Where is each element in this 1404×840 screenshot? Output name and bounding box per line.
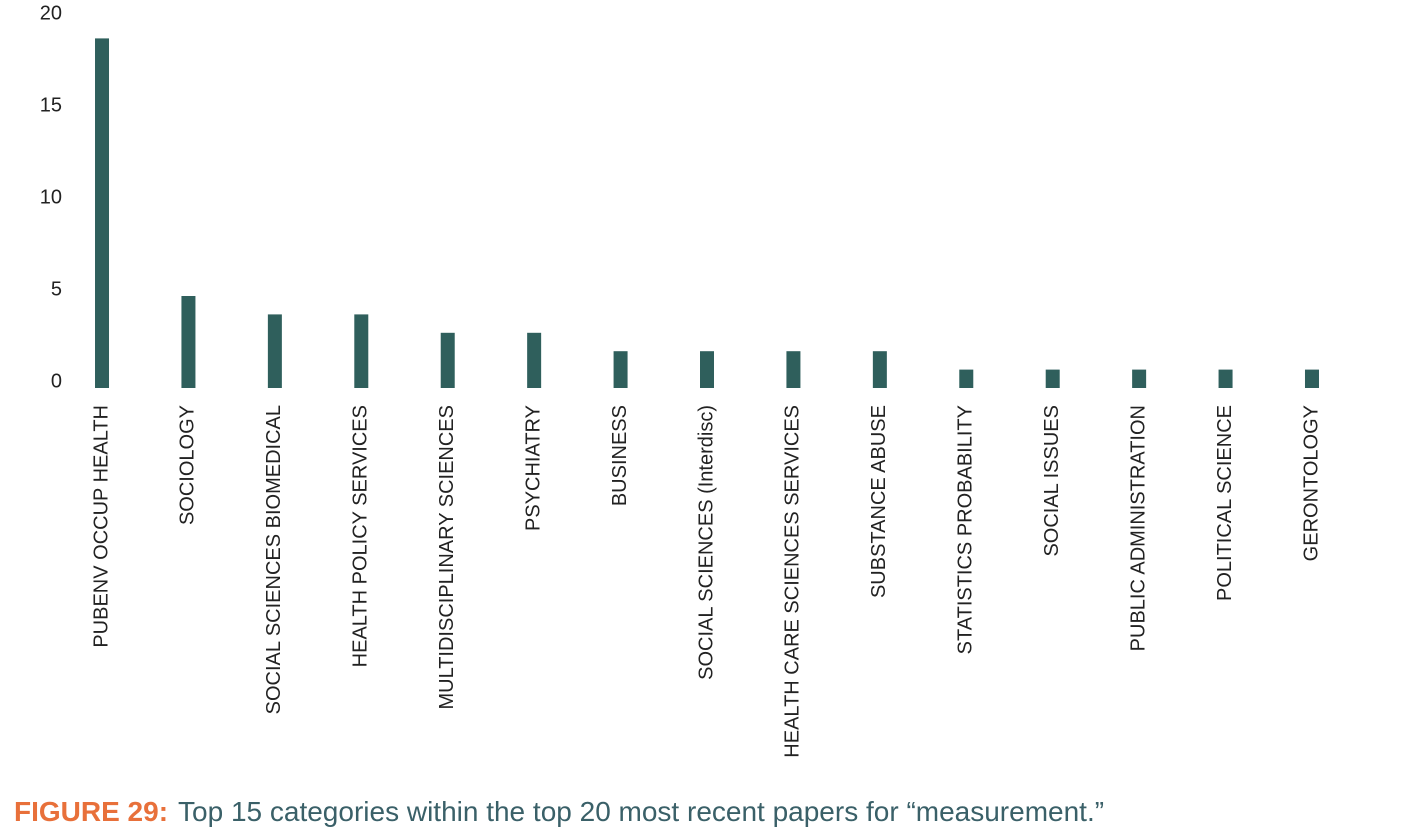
x-tick-label: STATISTICS PROBABILITY <box>955 405 977 654</box>
bar <box>267 314 282 388</box>
y-tick-label: 5 <box>51 278 62 300</box>
bar <box>1304 369 1319 388</box>
x-tick-label: PUBLIC ADMINISTRATION <box>1127 405 1149 651</box>
x-tick-label: SOCIAL SCIENCES (Interdisc) <box>695 405 717 680</box>
x-tick-label: MULTIDISCIPLINARY SCIENCES <box>436 405 458 710</box>
bar <box>1045 369 1060 388</box>
caption: FIGURE 29: Top 15 categories within the t… <box>14 796 1104 827</box>
x-tick-label: SOCIOLOGY <box>177 405 199 525</box>
bar <box>786 351 801 388</box>
bar <box>700 351 714 388</box>
bar <box>613 351 628 388</box>
x-tick-label: PUBENV OCCUP HEALTH <box>90 405 112 648</box>
x-tick-label: HEALTH POLICY SERVICES <box>350 405 372 667</box>
x-tick-label: SOCIAL SCIENCES BIOMEDICAL <box>263 405 285 714</box>
x-tick-label: POLITICAL SCIENCE <box>1214 405 1236 601</box>
y-tick-label: 20 <box>40 2 62 24</box>
figure-label: FIGURE 29: <box>14 796 168 827</box>
caption-text: Top 15 categories within the top 20 most… <box>178 796 1104 827</box>
bar <box>872 351 887 388</box>
bar <box>959 369 974 388</box>
x-tick-label: SOCIAL ISSUES <box>1041 405 1063 557</box>
y-tick-label: 0 <box>51 370 62 392</box>
bar <box>181 296 196 388</box>
bar <box>440 332 455 388</box>
x-tick-label: BUSINESS <box>609 405 631 506</box>
x-tick-label: SUBSTANCE ABUSE <box>868 405 890 598</box>
y-tick-label: 15 <box>40 94 62 116</box>
bar <box>1218 369 1233 388</box>
bar <box>1132 369 1147 388</box>
x-tick-label: PSYCHIATRY <box>522 405 544 531</box>
bar <box>354 314 369 388</box>
x-tick-label: HEALTH CARE SCIENCES SERVICES <box>782 405 804 758</box>
bar <box>95 38 110 389</box>
y-tick-label: 10 <box>40 186 62 208</box>
bar <box>527 332 542 388</box>
x-tick-label: GERONTOLOGY <box>1300 405 1322 561</box>
